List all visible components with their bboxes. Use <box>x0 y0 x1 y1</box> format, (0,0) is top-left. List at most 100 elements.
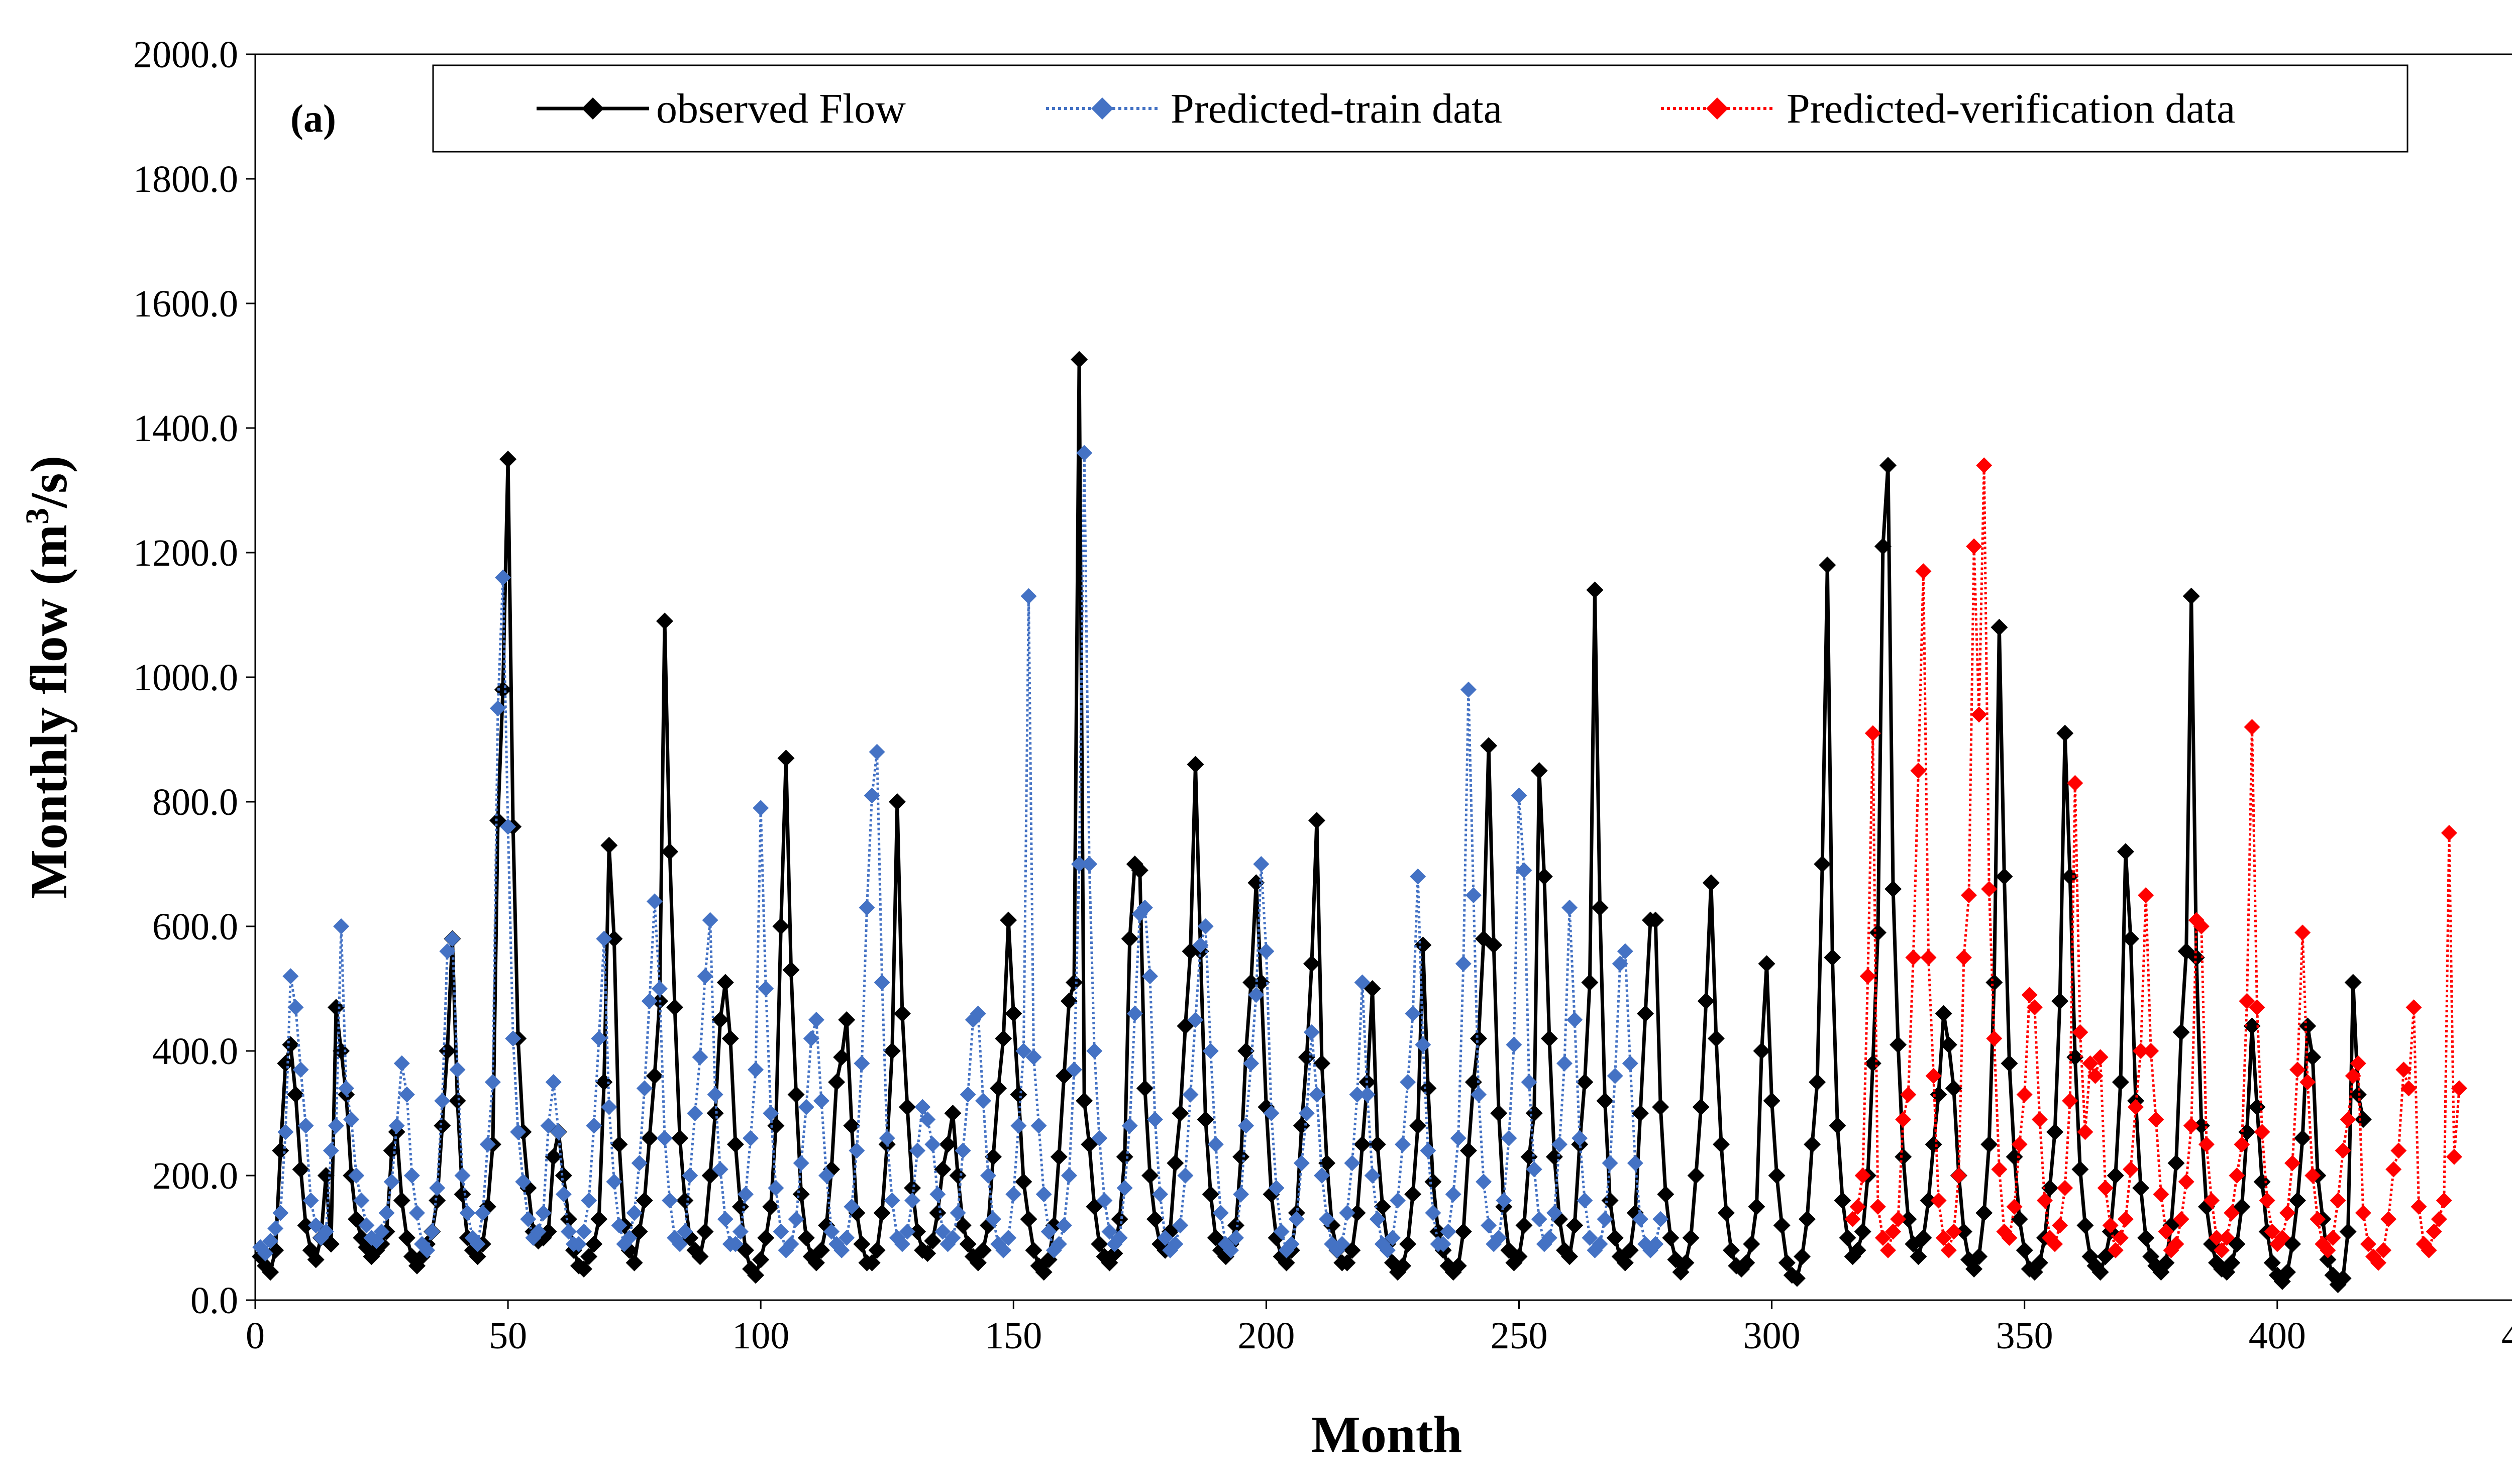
observed-point <box>944 1105 962 1122</box>
observed-point <box>1985 974 2003 991</box>
train-point <box>1238 1117 1254 1134</box>
observed-point <box>1247 874 1265 892</box>
verification-point <box>2279 1205 2295 1221</box>
verification-point <box>2274 1230 2290 1246</box>
verification-point <box>2289 1062 2306 1078</box>
observed-point <box>656 612 673 630</box>
observed-point <box>1449 1257 1467 1275</box>
train-point <box>257 1245 274 1261</box>
observed-point <box>2278 1263 2296 1281</box>
observed-point <box>1035 1263 1053 1281</box>
train-point <box>1061 1168 1077 1184</box>
train-point <box>798 1099 814 1115</box>
observed-point <box>1394 1257 1412 1275</box>
observed-point <box>833 1048 851 1066</box>
train-point <box>854 1055 870 1072</box>
observed-point <box>277 1054 294 1072</box>
train-point <box>1233 1186 1249 1203</box>
train-point <box>844 1199 860 1215</box>
verification-point <box>2411 1199 2427 1215</box>
observed-point <box>1116 1148 1133 1165</box>
train-point <box>1182 1086 1199 1103</box>
observed-point <box>1778 1254 1796 1271</box>
verification-point <box>2405 999 2422 1016</box>
observed-point <box>1834 1192 1851 1209</box>
verification-point <box>2234 1136 2250 1152</box>
observed-point <box>1591 899 1609 916</box>
observed-point <box>590 1210 608 1228</box>
verification-point <box>1920 949 1937 966</box>
observed-point <box>575 1260 592 1278</box>
verification-point <box>2031 1111 2048 1128</box>
observed-point <box>641 1129 658 1147</box>
train-point <box>833 1242 850 1258</box>
y-tick-label: 400.0 <box>152 1030 238 1073</box>
series-observed-flow <box>252 351 2372 1293</box>
observed-point <box>797 1229 815 1246</box>
verification-point <box>2360 1236 2376 1252</box>
observed-point <box>1965 1260 1983 1278</box>
train-point <box>646 893 663 910</box>
verification-point <box>1854 1168 1871 1184</box>
train-point <box>267 1220 284 1237</box>
observed-point <box>1991 618 2008 636</box>
observed-point <box>1616 1254 1634 1271</box>
verification-point <box>2198 1136 2215 1152</box>
observed-point <box>974 1241 992 1259</box>
observed-point <box>777 750 795 767</box>
verification-point <box>1900 1086 1917 1103</box>
verification-point <box>1981 881 1998 897</box>
observed-point <box>2031 1254 2048 1271</box>
train-point <box>439 943 456 960</box>
train-point <box>929 1186 946 1203</box>
train-point <box>1096 1192 1113 1209</box>
observed-point <box>1940 1036 1957 1053</box>
train-point <box>1116 1180 1133 1196</box>
observed-point <box>1237 1042 1255 1059</box>
train-point <box>318 1223 334 1240</box>
verification-point <box>2006 1199 2023 1215</box>
observed-point <box>1470 1030 1487 1047</box>
observed-point <box>469 1248 486 1265</box>
y-tick-label: 1200.0 <box>133 532 238 574</box>
observed-point <box>1920 1192 1937 1209</box>
train-point <box>1622 1055 1638 1072</box>
verification-point <box>1961 887 1977 903</box>
observed-point <box>2056 724 2074 742</box>
train-point <box>914 1099 931 1115</box>
observed-point <box>1637 1005 1654 1022</box>
train-point <box>682 1168 698 1184</box>
train-point <box>1136 899 1153 916</box>
train-point <box>763 1105 779 1121</box>
observed-point <box>757 1229 775 1246</box>
verification-point <box>2294 924 2311 941</box>
train-point <box>692 1049 708 1066</box>
train-point <box>581 1192 597 1209</box>
legend-label-verification: Predicted-verification data <box>1787 85 2235 132</box>
observed-point <box>2172 1023 2190 1041</box>
verification-point <box>1885 1223 1902 1240</box>
train-point <box>388 1117 405 1134</box>
train-point <box>1172 1217 1189 1234</box>
observed-point <box>1839 1229 1856 1246</box>
observed-point <box>721 1030 739 1047</box>
verification-point <box>2219 1230 2235 1246</box>
train-point <box>1481 1217 1497 1234</box>
verification-point <box>2380 1211 2397 1227</box>
observed-point <box>1753 1042 1770 1059</box>
verification-point <box>2072 1024 2088 1040</box>
train-point <box>1582 1230 1598 1246</box>
verification-point <box>2375 1242 2392 1258</box>
observed-point <box>2122 930 2139 947</box>
verification-point <box>2143 1043 2159 1059</box>
verification-point <box>2168 1236 2184 1252</box>
train-point <box>1339 1205 1355 1221</box>
observed-point <box>585 1235 603 1253</box>
train-point <box>657 1130 673 1146</box>
train-point <box>277 1124 294 1140</box>
observed-point <box>1298 1048 1315 1066</box>
verification-point <box>2244 719 2260 735</box>
y-axis-title: Monthly flow (m3/s) <box>19 456 78 899</box>
observed-point <box>1829 1117 1846 1134</box>
train-point <box>373 1223 390 1240</box>
